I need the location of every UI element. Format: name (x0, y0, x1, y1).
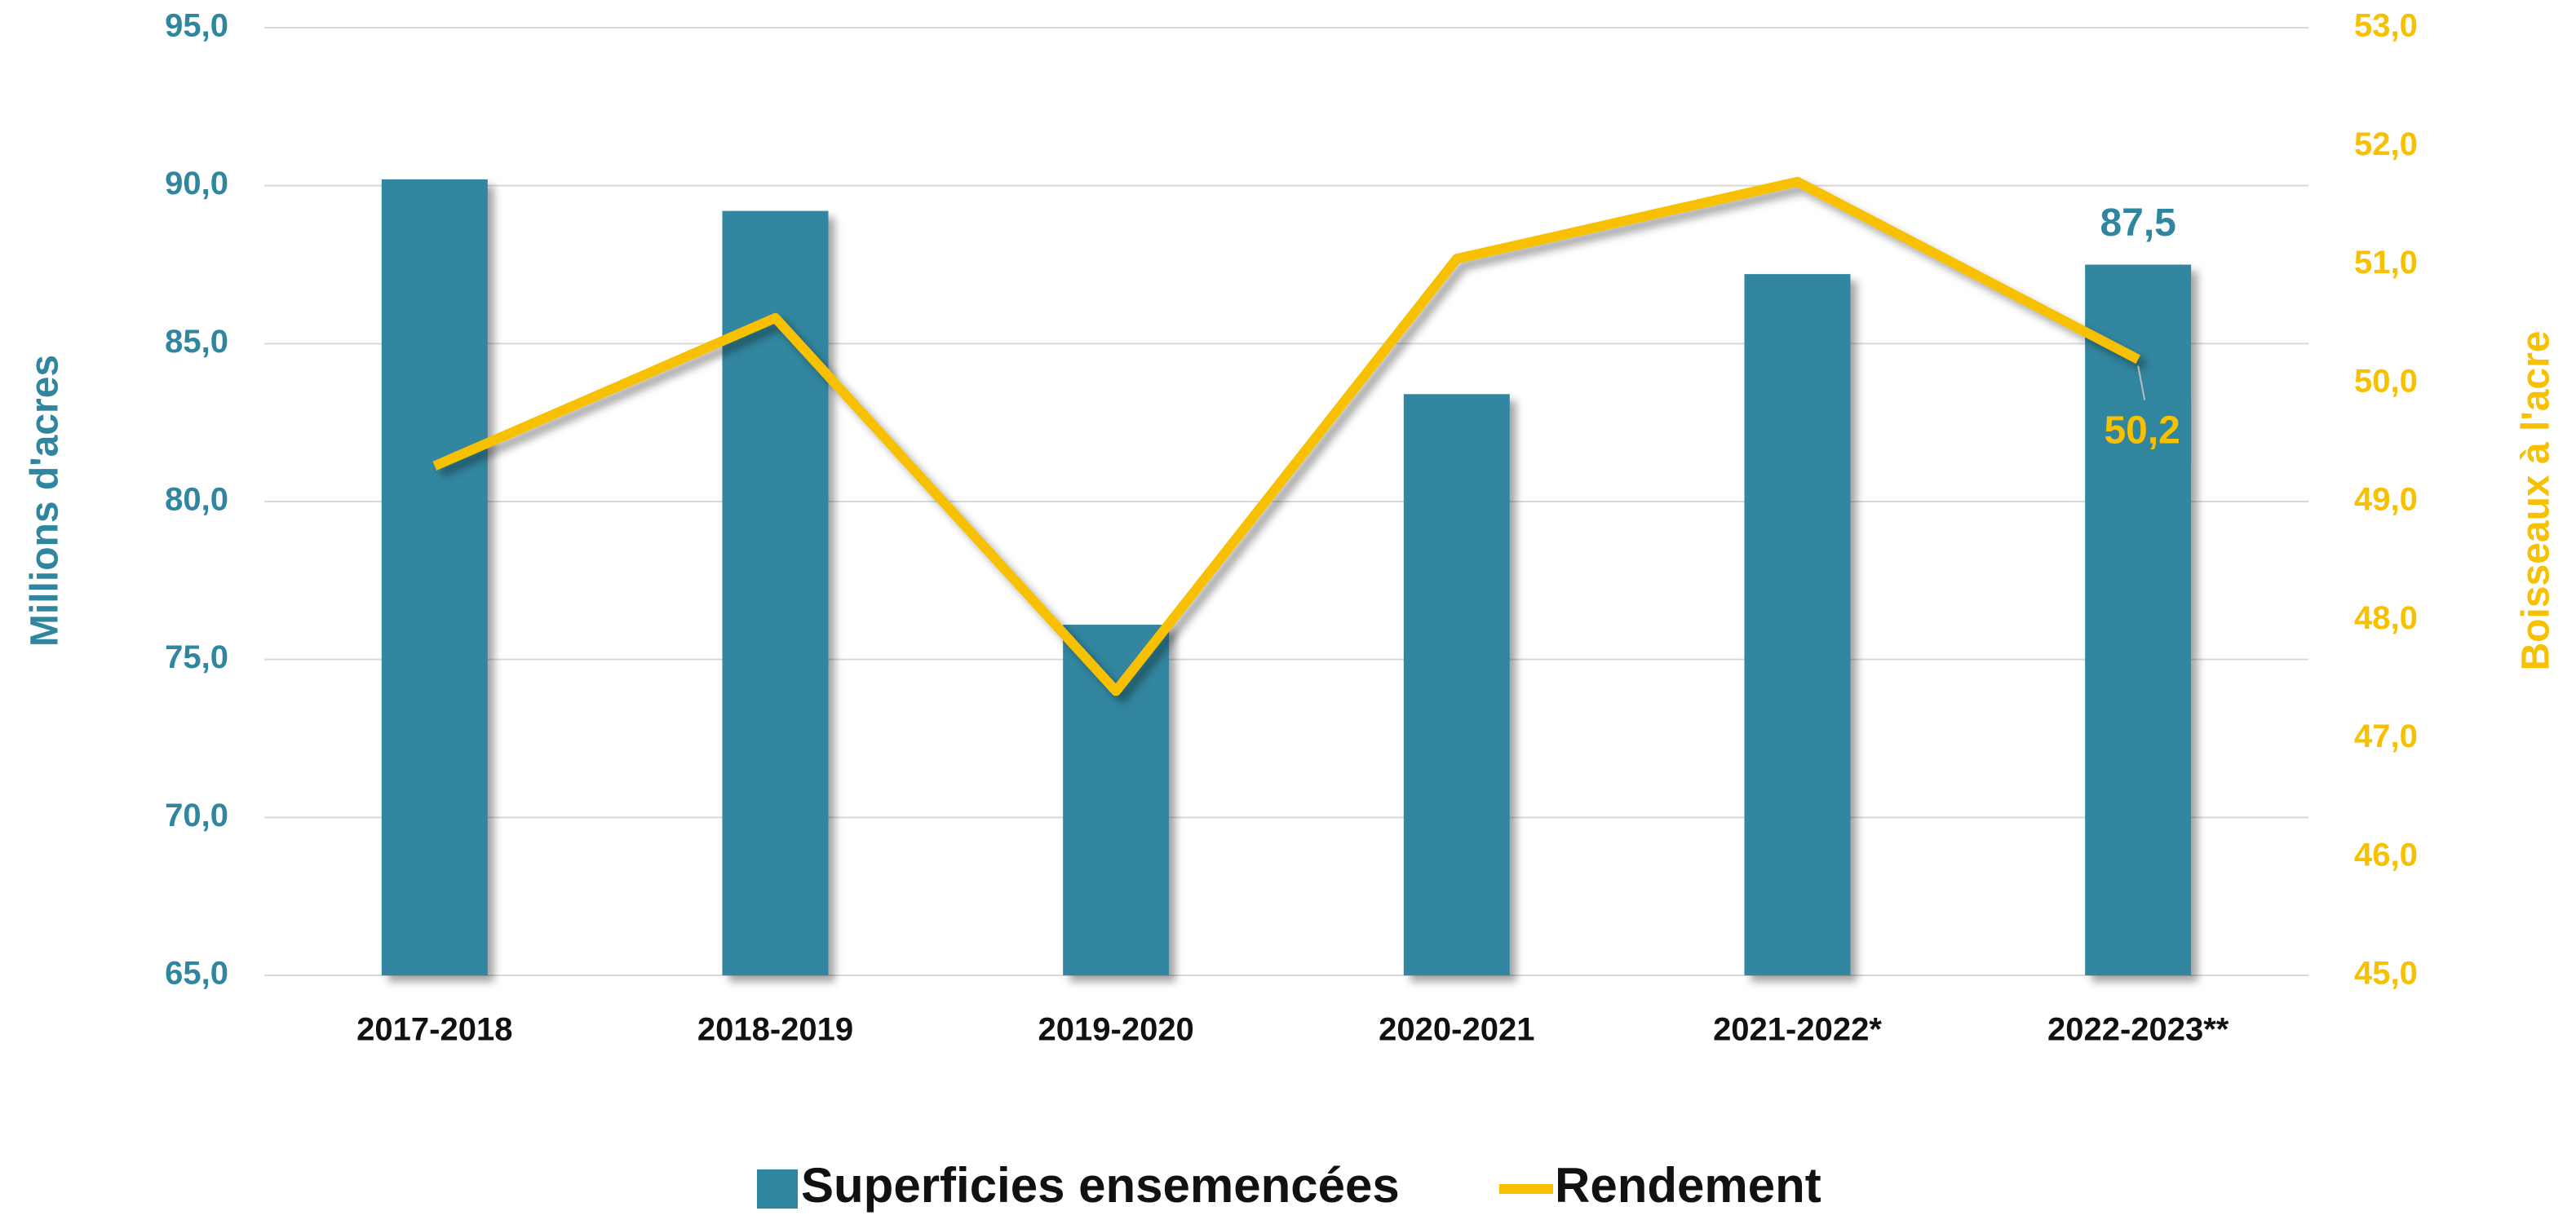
y-tick-label: 85,0 (165, 324, 228, 360)
y-tick-label: 65,0 (165, 956, 228, 992)
y2-tick-label: 53,0 (2354, 8, 2418, 44)
legend-label: Rendement (1555, 1158, 1821, 1213)
label-leader (2137, 365, 2146, 400)
x-tick-label: 2019-2020 (1038, 1012, 1194, 1048)
legend-label: Superficies ensemencées (801, 1158, 1400, 1213)
bar (1063, 625, 1170, 975)
y-tick-label: 95,0 (165, 8, 228, 44)
line-value-label: 50,2 (2104, 409, 2180, 452)
y-tick-label: 80,0 (165, 482, 228, 518)
bar (1744, 274, 1851, 975)
line (432, 176, 2140, 696)
bar (1403, 394, 1510, 976)
x-tick-label: 2021-2022* (1713, 1012, 1882, 1048)
y2-tick-label: 52,0 (2354, 126, 2418, 162)
y-tick-label: 90,0 (165, 166, 228, 201)
bar (381, 179, 488, 976)
x-tick-label: 2022-2023** (2047, 1012, 2229, 1048)
y2-tick-label: 45,0 (2354, 956, 2418, 992)
label-box (2093, 400, 2192, 462)
legend-swatch (757, 1169, 798, 1209)
x-tick-label: 2017-2018 (356, 1012, 512, 1048)
y2-tick-label: 50,0 (2354, 363, 2418, 399)
bar (722, 210, 829, 975)
x-tick-label: 2020-2021 (1379, 1012, 1534, 1048)
y2-tick-label: 49,0 (2354, 482, 2418, 518)
y-tick-label: 70,0 (165, 798, 228, 833)
y2-tick-label: 47,0 (2354, 718, 2418, 754)
bar (2085, 264, 2192, 975)
y2-tick-label: 51,0 (2354, 245, 2418, 281)
y-axis-title: Millions d'acres (24, 355, 67, 647)
y2-tick-label: 48,0 (2354, 600, 2418, 636)
x-tick-label: 2018-2019 (697, 1012, 853, 1048)
y2-axis-title: Boisseaux à l'acre (2515, 331, 2558, 671)
y-tick-label: 75,0 (165, 639, 228, 675)
bar-value-label: 87,5 (2100, 201, 2175, 245)
y2-tick-label: 46,0 (2354, 837, 2418, 873)
